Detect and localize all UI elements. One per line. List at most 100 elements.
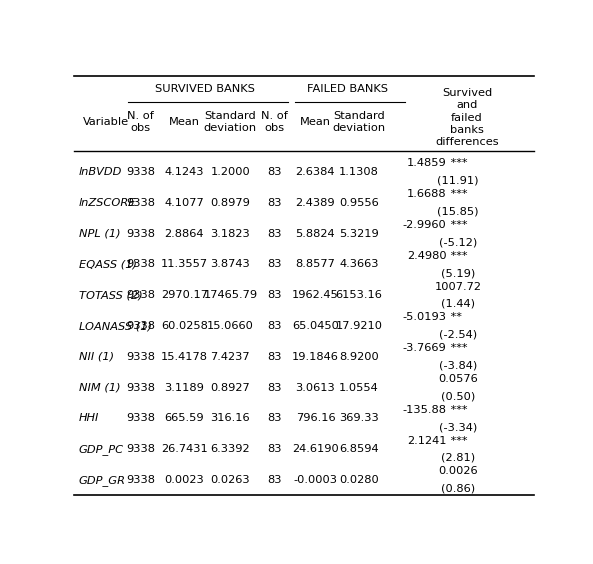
Text: 4.1077: 4.1077 xyxy=(164,198,205,208)
Text: FAILED BANKS: FAILED BANKS xyxy=(307,85,388,94)
Text: NII (1): NII (1) xyxy=(79,352,114,362)
Text: N. of
obs: N. of obs xyxy=(260,111,288,133)
Text: (-3.84): (-3.84) xyxy=(439,360,477,371)
Text: 9338: 9338 xyxy=(126,290,155,300)
Text: 9338: 9338 xyxy=(126,352,155,362)
Text: 4.3663: 4.3663 xyxy=(339,259,379,270)
Text: 2970.17: 2970.17 xyxy=(161,290,208,300)
Text: 3.1189: 3.1189 xyxy=(164,382,205,393)
Text: 3.8743: 3.8743 xyxy=(211,259,250,270)
Text: 17.9210: 17.9210 xyxy=(336,321,382,331)
Text: 0.0026: 0.0026 xyxy=(438,466,478,477)
Text: 796.16: 796.16 xyxy=(295,413,335,424)
Text: 6.3392: 6.3392 xyxy=(211,444,250,454)
Text: 316.16: 316.16 xyxy=(211,413,250,424)
Text: -0.0003: -0.0003 xyxy=(294,475,337,485)
Text: ***: *** xyxy=(447,343,468,353)
Text: 0.8979: 0.8979 xyxy=(211,198,250,208)
Text: GDP_GR: GDP_GR xyxy=(79,474,126,486)
Text: 83: 83 xyxy=(267,290,281,300)
Text: -135.88: -135.88 xyxy=(403,405,447,415)
Text: (-2.54): (-2.54) xyxy=(439,330,477,340)
Text: **: ** xyxy=(447,312,462,323)
Text: LOANASS (1): LOANASS (1) xyxy=(79,321,152,331)
Text: 1.2000: 1.2000 xyxy=(211,167,250,177)
Text: 9338: 9338 xyxy=(126,444,155,454)
Text: (1.44): (1.44) xyxy=(441,299,475,309)
Text: 1.6688: 1.6688 xyxy=(407,190,447,199)
Text: ***: *** xyxy=(447,220,468,230)
Text: ***: *** xyxy=(447,158,468,169)
Text: Mean: Mean xyxy=(300,117,331,127)
Text: N. of
obs: N. of obs xyxy=(127,111,154,133)
Text: 5.8824: 5.8824 xyxy=(295,228,335,239)
Text: 3.0613: 3.0613 xyxy=(295,382,335,393)
Text: TOTASS (2): TOTASS (2) xyxy=(79,290,142,300)
Text: 60.0258: 60.0258 xyxy=(161,321,208,331)
Text: lnBVDD: lnBVDD xyxy=(79,167,122,177)
Text: Survived
and
failed
banks
differences: Survived and failed banks differences xyxy=(435,88,499,147)
Text: Variable: Variable xyxy=(83,117,129,127)
Text: (5.19): (5.19) xyxy=(441,268,475,278)
Text: 2.4389: 2.4389 xyxy=(295,198,335,208)
Text: 7.4237: 7.4237 xyxy=(211,352,250,362)
Text: ***: *** xyxy=(447,190,468,199)
Text: 8.9200: 8.9200 xyxy=(339,352,379,362)
Text: (-3.34): (-3.34) xyxy=(439,422,477,432)
Text: 83: 83 xyxy=(267,352,281,362)
Text: 6.8594: 6.8594 xyxy=(339,444,379,454)
Text: EQASS (1): EQASS (1) xyxy=(79,259,137,270)
Text: 15.4178: 15.4178 xyxy=(161,352,208,362)
Text: 0.9556: 0.9556 xyxy=(339,198,379,208)
Text: (15.85): (15.85) xyxy=(437,206,479,217)
Text: 0.0263: 0.0263 xyxy=(211,475,250,485)
Text: 24.6190: 24.6190 xyxy=(292,444,339,454)
Text: 11.3557: 11.3557 xyxy=(161,259,208,270)
Text: 0.0023: 0.0023 xyxy=(164,475,205,485)
Text: 83: 83 xyxy=(267,167,281,177)
Text: 2.4980: 2.4980 xyxy=(407,251,447,261)
Text: 3.1823: 3.1823 xyxy=(211,228,250,239)
Text: 2.8864: 2.8864 xyxy=(165,228,204,239)
Text: 9338: 9338 xyxy=(126,198,155,208)
Text: -5.0193: -5.0193 xyxy=(403,312,447,323)
Text: 5.3219: 5.3219 xyxy=(339,228,379,239)
Text: 9338: 9338 xyxy=(126,413,155,424)
Text: Standard
deviation: Standard deviation xyxy=(204,111,257,133)
Text: 65.0450: 65.0450 xyxy=(292,321,339,331)
Text: (-5.12): (-5.12) xyxy=(439,237,477,248)
Text: 1962.45: 1962.45 xyxy=(292,290,339,300)
Text: -2.9960: -2.9960 xyxy=(403,220,447,230)
Text: HHI: HHI xyxy=(79,413,99,424)
Text: 1.4859: 1.4859 xyxy=(407,158,447,169)
Text: 15.0660: 15.0660 xyxy=(207,321,254,331)
Text: lnZSCORE: lnZSCORE xyxy=(79,198,136,208)
Text: 9338: 9338 xyxy=(126,321,155,331)
Text: 9338: 9338 xyxy=(126,382,155,393)
Text: 9338: 9338 xyxy=(126,228,155,239)
Text: GDP_PC: GDP_PC xyxy=(79,444,124,455)
Text: 83: 83 xyxy=(267,413,281,424)
Text: 1.1308: 1.1308 xyxy=(339,167,379,177)
Text: 1007.72: 1007.72 xyxy=(434,281,482,292)
Text: 83: 83 xyxy=(267,321,281,331)
Text: 83: 83 xyxy=(267,228,281,239)
Text: (0.86): (0.86) xyxy=(441,484,475,494)
Text: SURVIVED BANKS: SURVIVED BANKS xyxy=(155,85,255,94)
Text: 83: 83 xyxy=(267,475,281,485)
Text: (2.81): (2.81) xyxy=(441,453,475,463)
Text: (11.91): (11.91) xyxy=(437,176,479,186)
Text: Mean: Mean xyxy=(169,117,200,127)
Text: 17465.79: 17465.79 xyxy=(203,290,257,300)
Text: 665.59: 665.59 xyxy=(165,413,204,424)
Text: 9338: 9338 xyxy=(126,167,155,177)
Text: 0.8927: 0.8927 xyxy=(211,382,250,393)
Text: NPL (1): NPL (1) xyxy=(79,228,120,239)
Text: 8.8577: 8.8577 xyxy=(295,259,335,270)
Text: ***: *** xyxy=(447,405,468,415)
Text: 0.0576: 0.0576 xyxy=(438,374,478,384)
Text: 9338: 9338 xyxy=(126,259,155,270)
Text: 83: 83 xyxy=(267,259,281,270)
Text: 83: 83 xyxy=(267,444,281,454)
Text: 83: 83 xyxy=(267,382,281,393)
